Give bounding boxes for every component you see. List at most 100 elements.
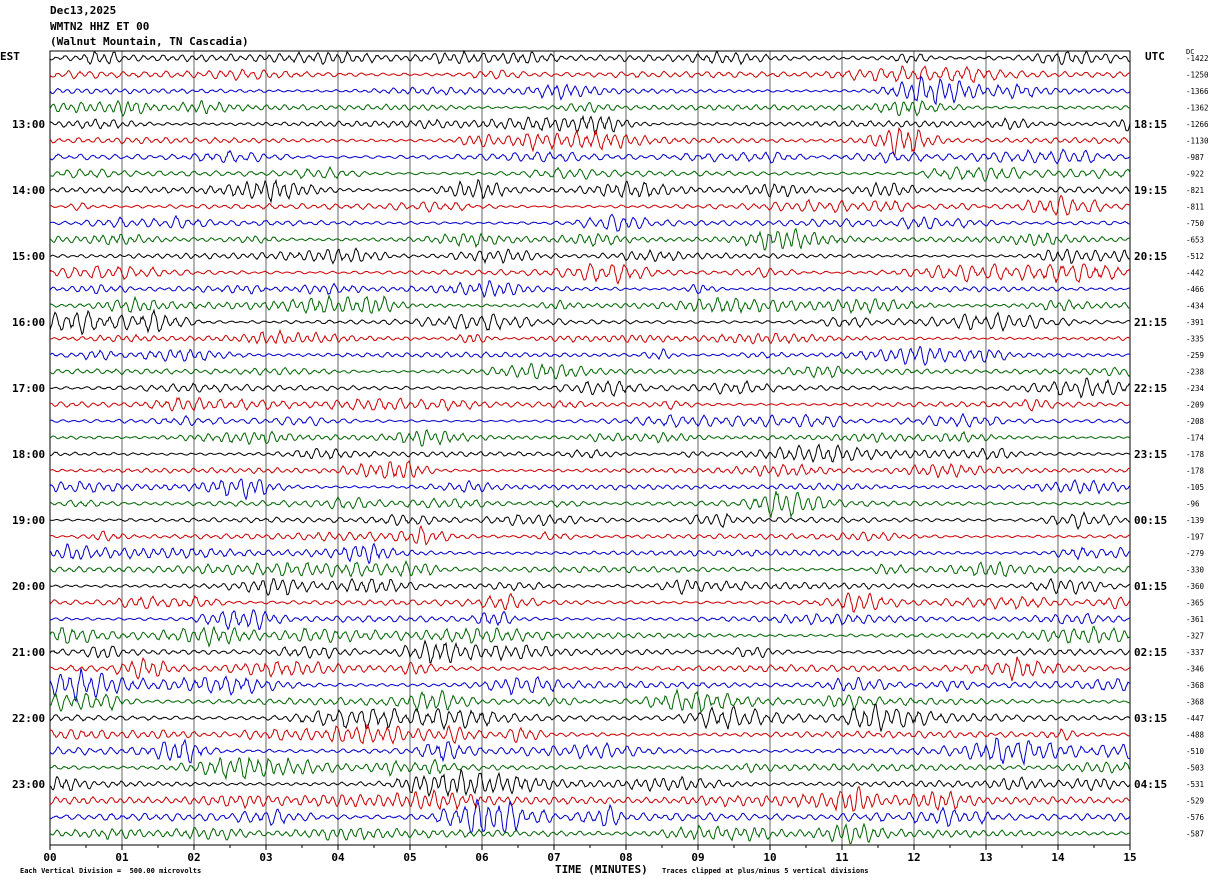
seismic-trace [49, 75, 1131, 106]
trace-offset-label: -987 [1186, 153, 1204, 162]
trace-offset-label: -96 [1186, 500, 1200, 509]
clip-note: Traces clipped at plus/minus 5 vertical … [662, 867, 869, 875]
trace-offset-label: -174 [1186, 434, 1205, 443]
left-hour-label: 15:00 [12, 250, 45, 263]
seismic-trace [49, 542, 1131, 565]
x-tick-label: 10 [763, 851, 776, 864]
header-station: (Walnut Mountain, TN Cascadia) [50, 35, 249, 48]
seismic-trace [49, 491, 1131, 519]
x-tick-label: 13 [979, 851, 992, 864]
trace-offset-label: -447 [1186, 714, 1204, 723]
x-tick-label: 11 [835, 851, 849, 864]
left-hour-label: 14:00 [12, 184, 45, 197]
seismic-trace [49, 114, 1131, 136]
trace-offset-label: -335 [1186, 335, 1204, 344]
seismic-trace [49, 785, 1131, 812]
trace-offset-label: -510 [1186, 747, 1205, 756]
right-hour-label: 04:15 [1134, 778, 1167, 791]
x-tick-label: 04 [331, 851, 345, 864]
right-hour-label: 22:15 [1134, 382, 1167, 395]
seismic-trace [49, 443, 1131, 464]
seismic-trace [49, 577, 1131, 597]
seismic-trace [49, 668, 1131, 703]
left-hour-label: 22:00 [12, 712, 45, 725]
dc-offset-header: DC [1186, 48, 1195, 56]
trace-offset-label: -105 [1186, 483, 1204, 492]
seismic-trace [49, 126, 1131, 156]
trace-offset-label: -368 [1186, 681, 1205, 690]
trace-offset-label: -208 [1186, 417, 1205, 426]
seismic-trace [49, 703, 1131, 732]
left-hour-label: 20:00 [12, 580, 45, 593]
left-hour-label: 21:00 [12, 646, 45, 659]
plot-frame [49, 50, 1131, 846]
seismic-trace [49, 345, 1131, 367]
x-tick-label: 14 [1051, 851, 1065, 864]
seismic-trace [49, 49, 1131, 66]
seismic-trace [49, 262, 1131, 285]
seismic-trace [50, 377, 1131, 399]
trace-offset-label: -139 [1186, 516, 1204, 525]
left-hour-label: 17:00 [12, 382, 45, 395]
right-timezone-label: UTC [1145, 50, 1165, 63]
trace-offset-label: -434 [1186, 302, 1205, 311]
header-channel: WMTN2 HHZ ET 00 [50, 20, 150, 33]
left-timezone-label: EST [0, 50, 20, 63]
trace-offset-label: -197 [1186, 533, 1204, 542]
trace-offset-label: -1266 [1186, 120, 1209, 129]
trace-offset-label: -531 [1186, 780, 1204, 789]
seismic-trace [49, 625, 1131, 648]
left-hour-label: 19:00 [12, 514, 45, 527]
trace-offset-label: -368 [1186, 698, 1205, 707]
trace-offset-label: -391 [1186, 318, 1204, 327]
trace-offset-label: -922 [1186, 170, 1204, 179]
trace-offset-label: -1422 [1186, 54, 1209, 63]
seismic-trace [49, 460, 1131, 479]
trace-offset-label: -503 [1186, 764, 1204, 773]
x-tick-label: 05 [403, 851, 416, 864]
trace-offset-label: -750 [1186, 219, 1205, 228]
seismic-trace [49, 687, 1131, 714]
left-hour-label: 13:00 [12, 118, 45, 131]
right-hour-label: 03:15 [1134, 712, 1167, 725]
trace-offset-label: -327 [1186, 632, 1204, 641]
trace-offset-label: -1250 [1186, 71, 1209, 80]
trace-offset-label: -653 [1186, 236, 1204, 245]
seismic-trace [49, 524, 1130, 546]
x-tick-label: 03 [259, 851, 272, 864]
x-tick-label: 09 [691, 851, 704, 864]
right-hour-label: 02:15 [1134, 646, 1167, 659]
seismic-trace [49, 798, 1131, 834]
seismic-trace [49, 396, 1131, 412]
right-hour-label: 01:15 [1134, 580, 1167, 593]
trace-offset-label: -1130 [1186, 137, 1209, 146]
seismic-trace [50, 510, 1131, 530]
trace-offset-label: -238 [1186, 368, 1205, 377]
seismic-trace [49, 768, 1131, 798]
seismic-trace [49, 639, 1131, 664]
seismic-trace [50, 247, 1131, 265]
left-hour-label: 16:00 [12, 316, 45, 329]
trace-offset-label: -466 [1186, 285, 1205, 294]
left-hour-label: 18:00 [12, 448, 45, 461]
right-hour-label: 23:15 [1134, 448, 1167, 461]
seismic-trace [49, 213, 1131, 232]
seismic-trace [49, 227, 1131, 251]
x-tick-label: 02 [187, 851, 200, 864]
x-tick-label: 07 [547, 851, 560, 864]
seismic-trace [49, 293, 1131, 315]
trace-offset-label: -365 [1186, 599, 1204, 608]
x-tick-label: 00 [43, 851, 56, 864]
seismic-trace [49, 165, 1131, 182]
x-tick-label: 08 [619, 851, 632, 864]
trace-offset-label: -1362 [1186, 104, 1209, 113]
seismic-trace [49, 280, 1131, 299]
trace-offset-label: -360 [1186, 582, 1205, 591]
right-hour-label: 18:15 [1134, 118, 1167, 131]
seismic-trace [49, 559, 1131, 578]
left-hour-label: 23:00 [12, 778, 45, 791]
seismic-trace [50, 328, 1131, 345]
trace-offset-label: -279 [1186, 549, 1204, 558]
seismic-trace [49, 194, 1131, 217]
x-tick-label: 15 [1123, 851, 1136, 864]
